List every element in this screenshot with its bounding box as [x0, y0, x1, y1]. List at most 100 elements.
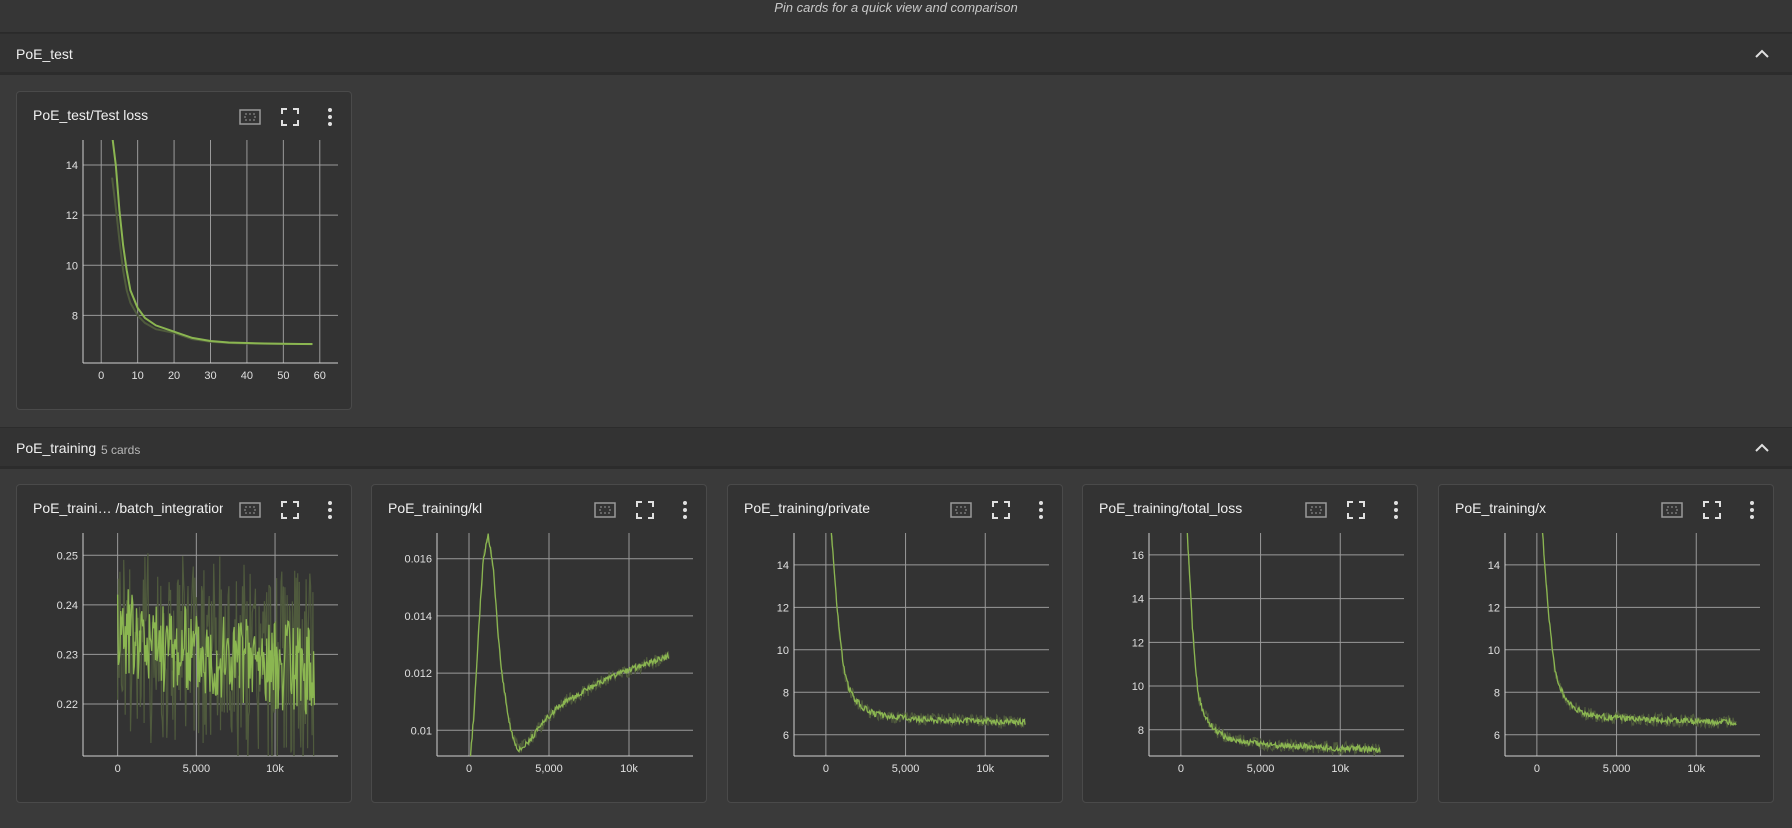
y-tick-label: 8 [1494, 687, 1500, 699]
raw-series-line [830, 533, 1026, 729]
scalar-card: PoE_training/private 0 5,000 10k 6 8 10 12 14 [727, 484, 1063, 803]
group-title: PoE_training [16, 440, 97, 456]
x-tick-label: 0 [115, 763, 121, 775]
fit-to-data-icon[interactable] [239, 499, 261, 521]
smoothed-series-line [469, 533, 670, 756]
fullscreen-icon[interactable] [990, 499, 1012, 521]
y-tick-label: 10 [777, 645, 789, 657]
card-title: PoE_training/kl [388, 500, 483, 516]
smoothed-series-line [111, 140, 313, 345]
plot-area [1541, 533, 1737, 730]
raw-series-line [111, 177, 313, 346]
x-tick-label: 30 [204, 370, 216, 382]
y-tick-label: 0.23 [57, 649, 78, 661]
chevron-up-icon[interactable] [1752, 44, 1772, 64]
fullscreen-icon[interactable] [279, 106, 301, 128]
x-tick-label: 10k [976, 763, 994, 775]
x-tick-label: 5,000 [892, 763, 920, 775]
pin-hint-bar: Pin cards for a quick view and compariso… [0, 0, 1792, 33]
x-tick-label: 0 [823, 763, 829, 775]
smoothed-series-line [116, 589, 316, 715]
x-tick-label: 0 [466, 763, 472, 775]
card-title: PoE_traini… /batch_integration [33, 500, 223, 516]
fullscreen-icon[interactable] [1701, 499, 1723, 521]
more-vert-icon[interactable] [319, 106, 341, 128]
raw-series-line [469, 536, 670, 756]
fullscreen-icon[interactable] [1345, 499, 1367, 521]
more-vert-icon[interactable] [319, 499, 341, 521]
plot-area [830, 533, 1026, 729]
x-tick-label: 10k [1687, 763, 1705, 775]
fullscreen-icon[interactable] [279, 499, 301, 521]
x-tick-label: 5,000 [1603, 763, 1631, 775]
y-tick-label: 12 [777, 602, 789, 614]
scalar-card: PoE_traini… /batch_integration 0 5,000 10k… [16, 484, 352, 803]
y-tick-label: 6 [1494, 730, 1500, 742]
y-tick-label: 0.24 [57, 600, 78, 612]
fit-to-data-icon[interactable] [950, 499, 972, 521]
y-tick-label: 0.22 [57, 699, 78, 711]
group-title: PoE_test [16, 46, 73, 62]
y-tick-label: 16 [1132, 550, 1144, 562]
more-vert-icon[interactable] [1741, 499, 1763, 521]
fullscreen-icon[interactable] [634, 499, 656, 521]
smoothed-series-line [1541, 533, 1737, 728]
card-title: PoE_training/total_loss [1099, 500, 1243, 516]
chevron-up-icon[interactable] [1752, 438, 1772, 458]
x-tick-label: 0 [1534, 763, 1540, 775]
more-vert-icon[interactable] [1385, 499, 1407, 521]
scalar-card: PoE_training/total_loss 0 5,000 10k 8 10 12 14… [1082, 484, 1418, 803]
y-tick-label: 12 [1132, 637, 1144, 649]
x-tick-label: 60 [314, 370, 326, 382]
y-tick-label: 0.016 [404, 554, 432, 566]
y-tick-label: 8 [783, 687, 789, 699]
card-title: PoE_training/x [1455, 500, 1547, 516]
y-tick-label: 10 [1132, 681, 1144, 693]
x-tick-label: 0 [1178, 763, 1184, 775]
y-tick-label: 0.012 [404, 668, 432, 680]
scalar-card: PoE_training/kl 0 5,000 10k 0.01 0.012 0.014 0… [371, 484, 707, 803]
pin-hint-text: Pin cards for a quick view and compariso… [774, 0, 1018, 15]
x-tick-label: 5,000 [1247, 763, 1275, 775]
fit-to-data-icon[interactable] [594, 499, 616, 521]
line-chart[interactable]: 0 5,000 10k 0.01 0.012 0.014 0.016 [372, 485, 708, 804]
scalar-card: PoE_test/Test loss 0 10 20 30 40 50 60 8 10 12 14 [16, 91, 352, 410]
x-tick-label: 10k [620, 763, 638, 775]
line-chart[interactable]: 0 10 20 30 40 50 60 8 10 12 14 [17, 92, 353, 411]
fit-to-data-icon[interactable] [1305, 499, 1327, 521]
plot-area [116, 553, 316, 756]
more-vert-icon[interactable] [1030, 499, 1052, 521]
line-chart[interactable]: 0 5,000 10k 6 8 10 12 14 [1439, 485, 1775, 804]
line-chart[interactable]: 0 5,000 10k 8 10 12 14 16 [1083, 485, 1419, 804]
x-tick-label: 5,000 [535, 763, 563, 775]
x-tick-label: 10k [266, 763, 284, 775]
plot-area [1186, 533, 1381, 756]
more-vert-icon[interactable] [674, 499, 696, 521]
scalar-card: PoE_training/x 0 5,000 10k 6 8 10 12 14 [1438, 484, 1774, 803]
y-tick-label: 0.01 [411, 725, 432, 737]
plot-area [111, 140, 313, 346]
y-tick-label: 0.014 [404, 611, 432, 623]
line-chart[interactable]: 0 5,000 10k 6 8 10 12 14 [728, 485, 1064, 804]
y-tick-label: 0.25 [57, 550, 78, 562]
x-tick-label: 40 [241, 370, 253, 382]
x-tick-label: 10 [132, 370, 144, 382]
y-tick-label: 12 [66, 210, 78, 222]
card-title: PoE_training/private [744, 500, 871, 516]
y-tick-label: 6 [783, 730, 789, 742]
y-tick-label: 14 [1132, 594, 1144, 606]
line-chart[interactable]: 0 5,000 10k 0.22 0.23 0.24 0.25 [17, 485, 353, 804]
fit-to-data-icon[interactable] [239, 106, 261, 128]
fit-to-data-icon[interactable] [1661, 499, 1683, 521]
x-tick-label: 5,000 [183, 763, 211, 775]
y-tick-label: 14 [777, 560, 789, 572]
y-tick-label: 8 [1138, 725, 1144, 737]
y-tick-label: 14 [66, 160, 78, 172]
group-header-poe-training[interactable]: PoE_training 5 cards [0, 427, 1792, 469]
x-tick-label: 50 [277, 370, 289, 382]
smoothed-series-line [1186, 533, 1381, 754]
x-tick-label: 10k [1331, 763, 1349, 775]
plot-area [469, 533, 670, 756]
y-tick-label: 10 [66, 260, 78, 272]
group-header-poe-test[interactable]: PoE_test [0, 33, 1792, 75]
